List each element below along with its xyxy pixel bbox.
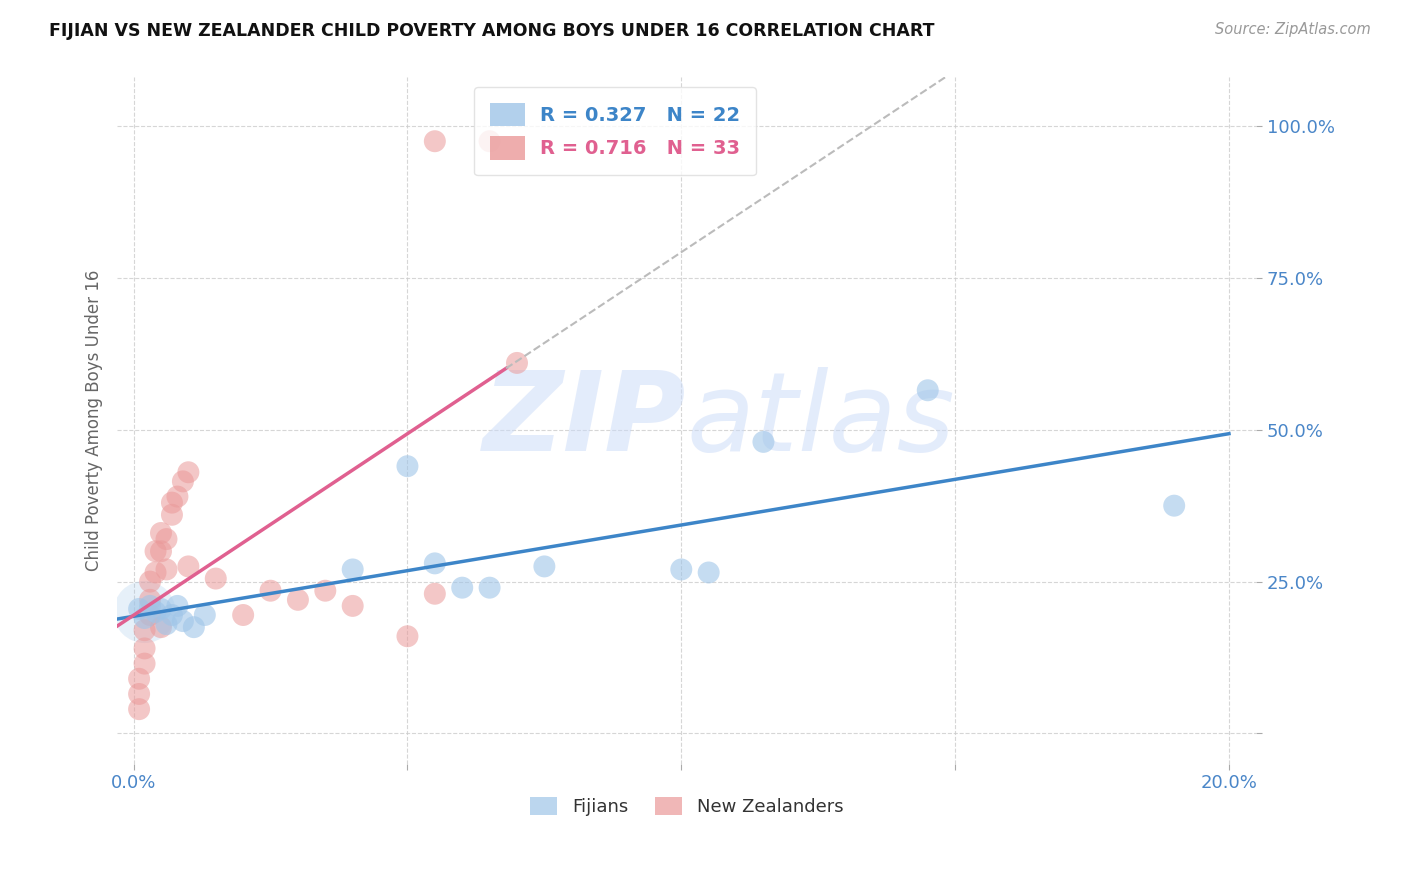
Point — [423, 587, 446, 601]
Point — [287, 592, 309, 607]
Point — [160, 607, 183, 622]
Point — [177, 559, 200, 574]
Point — [128, 602, 150, 616]
Point — [134, 611, 156, 625]
Point — [160, 495, 183, 509]
Point — [160, 508, 183, 522]
Point — [128, 672, 150, 686]
Point — [478, 581, 501, 595]
Point — [183, 620, 205, 634]
Point — [134, 623, 156, 637]
Point — [134, 605, 156, 619]
Point — [396, 459, 419, 474]
Text: atlas: atlas — [686, 368, 956, 475]
Point — [172, 614, 194, 628]
Point — [342, 562, 364, 576]
Point — [194, 607, 217, 622]
Point — [506, 356, 529, 370]
Y-axis label: Child Poverty Among Boys Under 16: Child Poverty Among Boys Under 16 — [86, 270, 103, 571]
Point — [917, 384, 939, 398]
Point — [166, 599, 188, 613]
Point — [155, 532, 177, 546]
Point — [259, 583, 281, 598]
Legend: Fijians, New Zealanders: Fijians, New Zealanders — [523, 789, 851, 823]
Point — [139, 574, 162, 589]
Point — [177, 465, 200, 479]
Point — [396, 629, 419, 643]
Point — [232, 607, 254, 622]
Point — [150, 620, 173, 634]
Point — [139, 607, 162, 622]
Point — [752, 434, 775, 449]
Point — [139, 599, 162, 613]
Point — [423, 557, 446, 571]
Point — [342, 599, 364, 613]
Point — [314, 583, 336, 598]
Point — [145, 605, 167, 619]
Point — [128, 687, 150, 701]
Point — [697, 566, 720, 580]
Point — [533, 559, 555, 574]
Text: FIJIAN VS NEW ZEALANDER CHILD POVERTY AMONG BOYS UNDER 16 CORRELATION CHART: FIJIAN VS NEW ZEALANDER CHILD POVERTY AM… — [49, 22, 935, 40]
Point — [671, 562, 693, 576]
Point — [150, 526, 173, 541]
Point — [150, 602, 173, 616]
Point — [155, 617, 177, 632]
Text: ZIP: ZIP — [484, 368, 686, 475]
Point — [150, 544, 173, 558]
Point — [134, 657, 156, 671]
Point — [1163, 499, 1185, 513]
Point — [145, 544, 167, 558]
Point — [478, 134, 501, 148]
Point — [172, 475, 194, 489]
Point — [134, 641, 156, 656]
Text: Source: ZipAtlas.com: Source: ZipAtlas.com — [1215, 22, 1371, 37]
Point — [423, 134, 446, 148]
Point — [139, 592, 162, 607]
Point — [451, 581, 474, 595]
Point — [128, 702, 150, 716]
Point — [155, 562, 177, 576]
Point — [204, 572, 226, 586]
Point — [145, 566, 167, 580]
Point — [166, 490, 188, 504]
